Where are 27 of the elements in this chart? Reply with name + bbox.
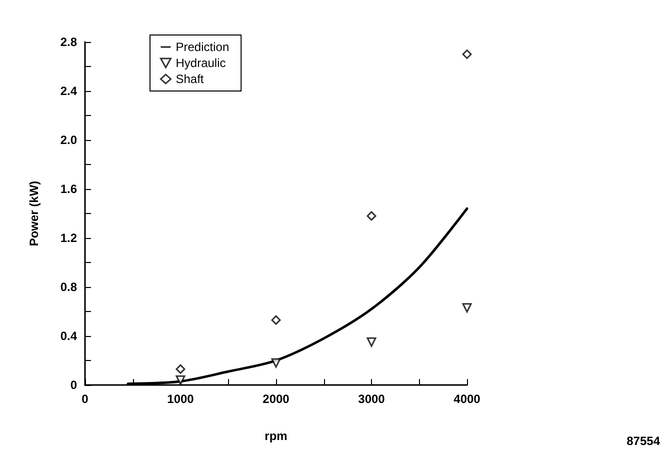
y-tick-label: 2.8 [60, 35, 78, 49]
x-tick-label: 2000 [262, 392, 290, 406]
x-tick-label: 4000 [454, 392, 481, 406]
x-axis-title: rpm [264, 429, 288, 443]
point [462, 50, 472, 59]
legend-label: Prediction [176, 40, 230, 54]
point [366, 211, 376, 221]
point [176, 364, 186, 374]
y-axis-title: Power (kW) [27, 180, 41, 246]
legend-label: Hydraulic [176, 56, 226, 70]
point [176, 375, 186, 385]
point [271, 315, 281, 325]
point [462, 303, 472, 313]
y-tick-label: 1.6 [60, 182, 78, 196]
point [271, 358, 281, 368]
y-tick-label: 0 [70, 378, 78, 392]
y-tick-label: 2.4 [60, 84, 78, 98]
text: 87554 [626, 434, 660, 448]
x-tick-label: 3000 [358, 392, 386, 406]
y-tick-label: 2.0 [60, 133, 78, 147]
y-tick-label: 1.2 [60, 231, 78, 245]
legend-label: Shaft [176, 72, 204, 86]
x-tick-label: 0 [82, 392, 89, 406]
point [366, 337, 376, 347]
y-tick-label: 0.8 [60, 280, 78, 294]
y-tick-label: 0.4 [60, 329, 78, 343]
x-tick-label: 1000 [167, 392, 194, 406]
